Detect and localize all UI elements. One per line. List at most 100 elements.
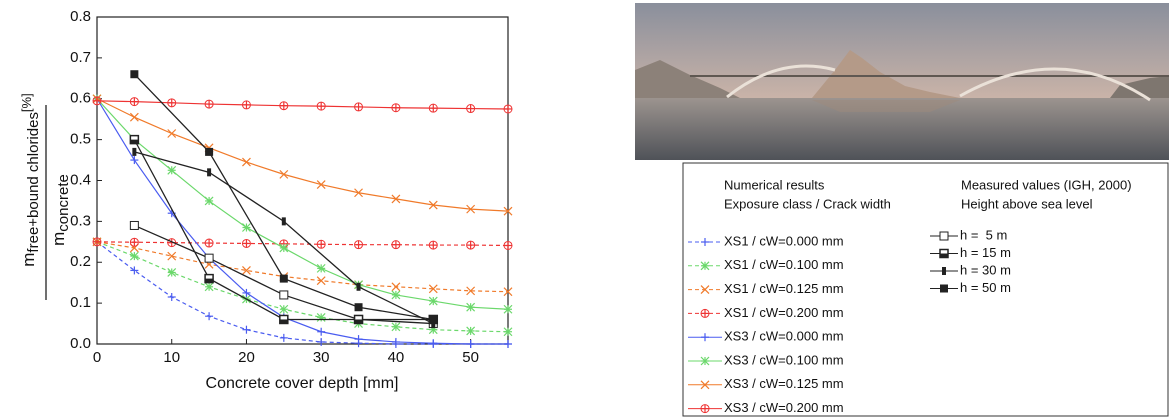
marker-stroke (466, 204, 476, 214)
marker (129, 134, 140, 145)
marker (466, 286, 476, 296)
marker (466, 104, 476, 114)
marker (354, 102, 364, 112)
marker (428, 296, 438, 306)
marker (466, 326, 476, 336)
legend-label: XS1 / cW=0.125 mm (724, 281, 844, 296)
marker (429, 339, 438, 348)
y-label-subscript: concrete (55, 174, 72, 232)
marker-square (205, 147, 214, 156)
marker (279, 243, 289, 253)
marker-stroke (354, 188, 363, 198)
marker (428, 200, 438, 210)
marker (940, 284, 948, 293)
marker (316, 276, 326, 286)
x-tick-label: 10 (163, 349, 180, 366)
legend-label: XS3 / cW=0.100 mm (724, 352, 844, 367)
marker (503, 240, 513, 250)
legend-subtitle: Exposure class / Crack width (724, 196, 891, 211)
marker-stroke (503, 287, 513, 297)
marker-stroke (700, 380, 710, 390)
plot-frame (96, 16, 509, 345)
marker-stroke (428, 200, 438, 210)
y-label-symbol: m (19, 253, 38, 267)
y-tick-label: 0.6 (70, 90, 91, 107)
marker (167, 165, 177, 175)
legend-label: XS1 / cW=0.100 mm (724, 257, 844, 272)
marker (700, 404, 710, 414)
series-line (96, 241, 508, 345)
marker-fill (130, 139, 139, 144)
series-line (96, 98, 509, 212)
marker-square (939, 231, 949, 241)
y-tick-label: 0.1 (70, 294, 91, 311)
marker (242, 223, 251, 232)
marker (167, 98, 177, 108)
marker-square (354, 303, 363, 312)
series-line (96, 100, 509, 110)
marker-square (204, 253, 214, 263)
legend-label: XS1 / cW=0.000 mm (724, 233, 844, 248)
marker (279, 274, 288, 283)
marker (466, 204, 476, 214)
legend-label: h = 5 m (960, 227, 1007, 242)
marker (503, 304, 513, 314)
marker (503, 327, 513, 337)
series-line (133, 73, 434, 321)
marker (391, 282, 401, 292)
marker (167, 129, 177, 138)
marker (242, 325, 251, 334)
photo (635, 3, 1169, 160)
marker (391, 337, 400, 346)
legend-subtitle: Height above sea level (961, 196, 1093, 211)
marker (130, 156, 139, 165)
y-tick-label: 0.5 (70, 131, 91, 148)
marker (504, 340, 512, 348)
marker (316, 239, 326, 249)
marker (939, 231, 949, 241)
marker (317, 327, 326, 336)
marker-square (130, 70, 139, 79)
x-tick-label: 20 (238, 349, 255, 366)
marker (205, 147, 214, 156)
marker (700, 261, 710, 271)
marker (279, 333, 288, 342)
x-tick-label: 40 (388, 349, 405, 366)
series-line (96, 98, 508, 345)
marker (503, 104, 513, 114)
marker (242, 157, 251, 167)
series-line (96, 98, 509, 310)
marker (700, 308, 710, 318)
marker (279, 290, 289, 300)
marker-fill (354, 319, 363, 324)
marker (242, 266, 251, 275)
marker-square (940, 284, 948, 293)
y-label-numerator: mfree+bound chlorides[%] (19, 93, 42, 266)
marker (354, 335, 363, 344)
marker (167, 268, 177, 277)
marker-stroke (503, 206, 513, 216)
legend-label: h = 15 m (960, 245, 1011, 260)
marker-stroke (129, 112, 139, 122)
marker (429, 315, 438, 324)
y-tick-label: 0.0 (70, 335, 91, 352)
series-line (96, 241, 509, 333)
marker (939, 248, 949, 259)
marker (391, 322, 401, 332)
marker-square (429, 315, 438, 324)
marker-stroke (167, 251, 177, 261)
marker-stroke (316, 276, 326, 286)
x-axis-label: Concrete cover depth [mm] (206, 375, 399, 392)
marker (279, 101, 289, 111)
marker (317, 337, 326, 346)
y-axis-label: mfree+bound chlorides[%] mconcrete (19, 93, 72, 300)
y-label-symbol: m (49, 232, 68, 246)
marker-bar (132, 147, 137, 156)
marker (391, 290, 401, 300)
marker (129, 237, 139, 247)
marker-stroke (391, 194, 401, 204)
y-tick-label: 0.4 (70, 171, 91, 188)
marker-fill (205, 278, 214, 283)
marker-fill (940, 253, 948, 258)
marker-stroke (428, 284, 438, 294)
